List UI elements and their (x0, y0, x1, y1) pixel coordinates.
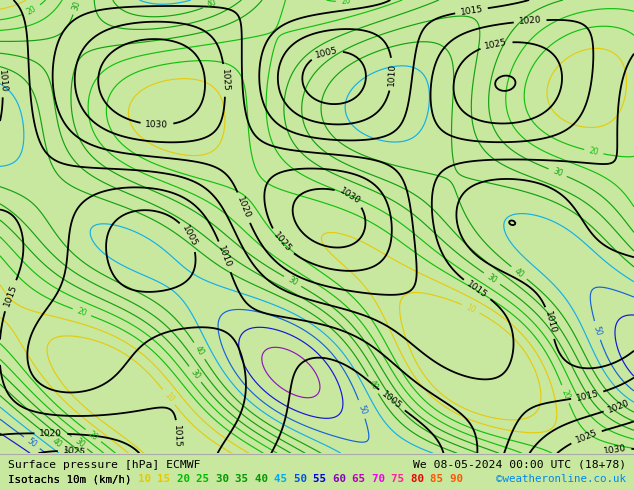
Text: 30: 30 (552, 167, 564, 179)
Text: 55: 55 (313, 474, 333, 485)
Text: 1015: 1015 (172, 425, 182, 448)
Text: 1010: 1010 (216, 245, 233, 269)
Text: 1025: 1025 (271, 230, 293, 254)
Text: 20: 20 (559, 388, 571, 400)
Text: 50: 50 (592, 324, 603, 337)
Text: 70: 70 (372, 474, 391, 485)
Text: 50: 50 (294, 474, 313, 485)
Text: 1025: 1025 (62, 446, 86, 457)
Text: Isotachs 10m (km/h): Isotachs 10m (km/h) (8, 474, 138, 485)
Text: 1005: 1005 (180, 224, 199, 249)
Text: 40: 40 (205, 0, 218, 10)
Text: 1015: 1015 (460, 4, 484, 17)
Text: 1030: 1030 (603, 443, 627, 456)
Text: 1005: 1005 (314, 46, 339, 60)
Text: 30: 30 (486, 272, 498, 285)
Text: 30: 30 (73, 436, 86, 449)
Text: 1030: 1030 (338, 186, 362, 206)
Text: 10: 10 (138, 474, 157, 485)
Text: 1010: 1010 (387, 63, 397, 86)
Text: 30: 30 (188, 368, 202, 381)
Text: 1025: 1025 (220, 69, 230, 92)
Text: 85: 85 (430, 474, 450, 485)
Text: 90: 90 (450, 474, 469, 485)
Text: 1020: 1020 (39, 429, 62, 438)
Text: 1015: 1015 (575, 389, 600, 403)
Text: 15: 15 (157, 474, 177, 485)
Text: 35: 35 (235, 474, 255, 485)
Text: 75: 75 (391, 474, 411, 485)
Text: 50: 50 (356, 403, 368, 416)
Text: 20: 20 (25, 4, 38, 17)
Text: 20: 20 (177, 474, 196, 485)
Text: 30: 30 (70, 0, 82, 11)
Text: 20: 20 (588, 147, 599, 157)
Text: 1025: 1025 (574, 428, 598, 445)
Text: 1020: 1020 (607, 398, 631, 415)
Text: We 08-05-2024 00:00 UTC (18+78): We 08-05-2024 00:00 UTC (18+78) (413, 460, 626, 470)
Text: 40: 40 (255, 474, 274, 485)
Text: ©weatheronline.co.uk: ©weatheronline.co.uk (496, 474, 626, 485)
Text: Surface pressure [hPa] ECMWF: Surface pressure [hPa] ECMWF (8, 460, 200, 470)
Text: 25: 25 (196, 474, 216, 485)
Text: 40: 40 (512, 266, 526, 279)
Text: 10: 10 (162, 391, 176, 404)
Text: Isotachs 10m (km/h): Isotachs 10m (km/h) (8, 474, 138, 485)
Text: 65: 65 (352, 474, 372, 485)
Text: 1020: 1020 (519, 16, 542, 26)
Text: 60: 60 (333, 474, 352, 485)
Text: 1020: 1020 (235, 196, 252, 220)
Text: 10: 10 (465, 302, 477, 315)
Text: 1025: 1025 (484, 37, 508, 51)
Text: 45: 45 (274, 474, 294, 485)
Text: 20: 20 (87, 429, 100, 442)
Text: 30: 30 (216, 474, 235, 485)
Text: 1010: 1010 (0, 69, 8, 93)
Text: 1005: 1005 (380, 390, 404, 411)
Text: 20: 20 (340, 0, 351, 6)
Text: 30: 30 (286, 275, 299, 288)
Text: 1015: 1015 (2, 283, 18, 308)
Text: 40: 40 (51, 436, 64, 449)
Text: 1015: 1015 (465, 279, 489, 300)
Text: 20: 20 (76, 306, 88, 318)
Text: 40: 40 (367, 379, 380, 392)
Text: 80: 80 (411, 474, 430, 485)
Text: 50: 50 (25, 436, 39, 449)
Text: 1010: 1010 (543, 311, 557, 335)
Text: 1030: 1030 (145, 120, 169, 129)
Text: 40: 40 (193, 344, 206, 357)
